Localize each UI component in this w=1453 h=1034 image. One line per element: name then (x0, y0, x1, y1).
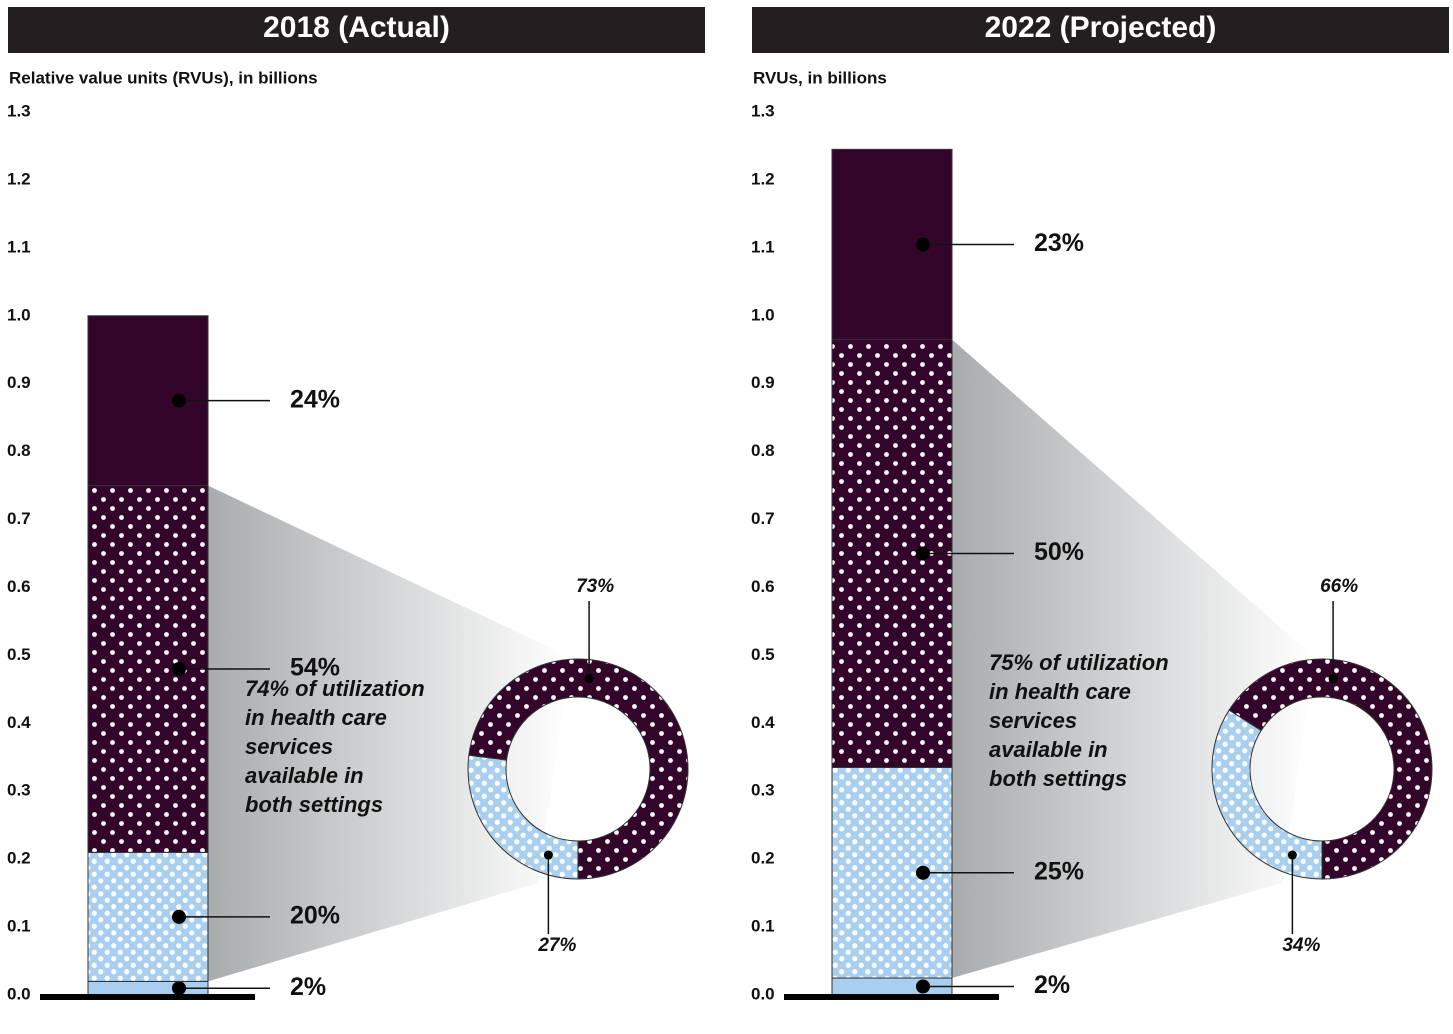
donut-slice (1228, 658, 1433, 880)
leader-dot (916, 237, 930, 252)
y-tick-label: 0.1 (7, 917, 31, 936)
y-tick-label: 1.3 (751, 101, 775, 120)
annotation: both settings (245, 792, 383, 817)
donut-dot (543, 850, 553, 860)
donut-label: 73% (576, 576, 614, 597)
y-tick-label: 0.6 (751, 577, 775, 596)
axis-label: RVUs, in billions (753, 68, 887, 87)
y-tick-label: 1.2 (7, 169, 31, 188)
donut-dot (1328, 674, 1338, 684)
leader-dot (172, 393, 186, 408)
leader-dot (916, 865, 930, 880)
y-tick-label: 0.2 (751, 849, 775, 868)
annotation: services (245, 734, 333, 759)
baseline (784, 994, 999, 1000)
donut-label: 34% (1282, 935, 1320, 956)
y-tick-label: 0.0 (751, 984, 775, 1003)
y-tick-label: 0.6 (7, 577, 31, 596)
axis-label: Relative value units (RVUs), in billions (9, 68, 318, 87)
title-bar (8, 7, 705, 53)
share-label: 25% (1034, 857, 1084, 885)
annotation: 75% of utilization (989, 650, 1169, 675)
share-label: 50% (1034, 538, 1084, 566)
y-tick-label: 1.1 (751, 237, 775, 256)
callout-wedge (208, 485, 570, 982)
annotation: available in (989, 737, 1108, 762)
leader-dot (172, 909, 186, 924)
y-tick-label: 1.0 (751, 305, 775, 324)
annotation: both settings (989, 766, 1127, 791)
y-tick-label: 1.0 (7, 305, 31, 324)
donut-label: 66% (1320, 576, 1358, 597)
donut-slice (468, 658, 689, 880)
leader-dot (172, 981, 186, 996)
y-tick-label: 0.8 (7, 441, 31, 460)
donut-label: 27% (537, 935, 576, 956)
y-tick-label: 1.1 (7, 237, 31, 256)
y-tick-label: 0.7 (7, 509, 31, 528)
y-tick-label: 1.3 (7, 101, 31, 120)
y-tick-label: 0.5 (7, 645, 31, 664)
baseline (40, 994, 255, 1000)
share-label: 2% (1034, 971, 1070, 999)
y-tick-label: 0.4 (751, 713, 775, 732)
share-label: 2% (290, 973, 326, 1001)
leader-dot (916, 546, 930, 561)
y-tick-label: 0.3 (7, 781, 31, 800)
y-tick-label: 1.2 (751, 169, 775, 188)
annotation: in health care (989, 679, 1131, 704)
annotation: 74% of utilization (245, 676, 425, 701)
share-label: 24% (290, 385, 340, 413)
y-tick-label: 0.9 (751, 373, 775, 392)
y-tick-label: 0.7 (751, 509, 775, 528)
title-bar (752, 7, 1449, 53)
annotation: services (989, 708, 1077, 733)
y-tick-label: 0.8 (751, 441, 775, 460)
annotation: available in (245, 763, 364, 788)
share-label: 54% (290, 654, 340, 682)
donut-slice (1211, 709, 1323, 880)
panel-title: 2018 (Actual) (263, 11, 450, 44)
panel-title: 2022 (Projected) (985, 11, 1217, 44)
leader-dot (172, 661, 186, 676)
y-tick-label: 0.2 (7, 849, 31, 868)
y-tick-label: 0.5 (751, 645, 775, 664)
y-tick-label: 0.9 (7, 373, 31, 392)
share-label: 20% (290, 901, 340, 929)
share-label: 23% (1034, 229, 1084, 257)
y-tick-label: 0.4 (7, 713, 31, 732)
annotation: in health care (245, 705, 387, 730)
leader-dot (916, 979, 930, 994)
y-tick-label: 0.1 (751, 917, 775, 936)
donut-dot (584, 674, 594, 684)
y-tick-label: 0.0 (7, 984, 31, 1003)
y-tick-label: 0.3 (751, 781, 775, 800)
donut-dot (1287, 850, 1297, 860)
